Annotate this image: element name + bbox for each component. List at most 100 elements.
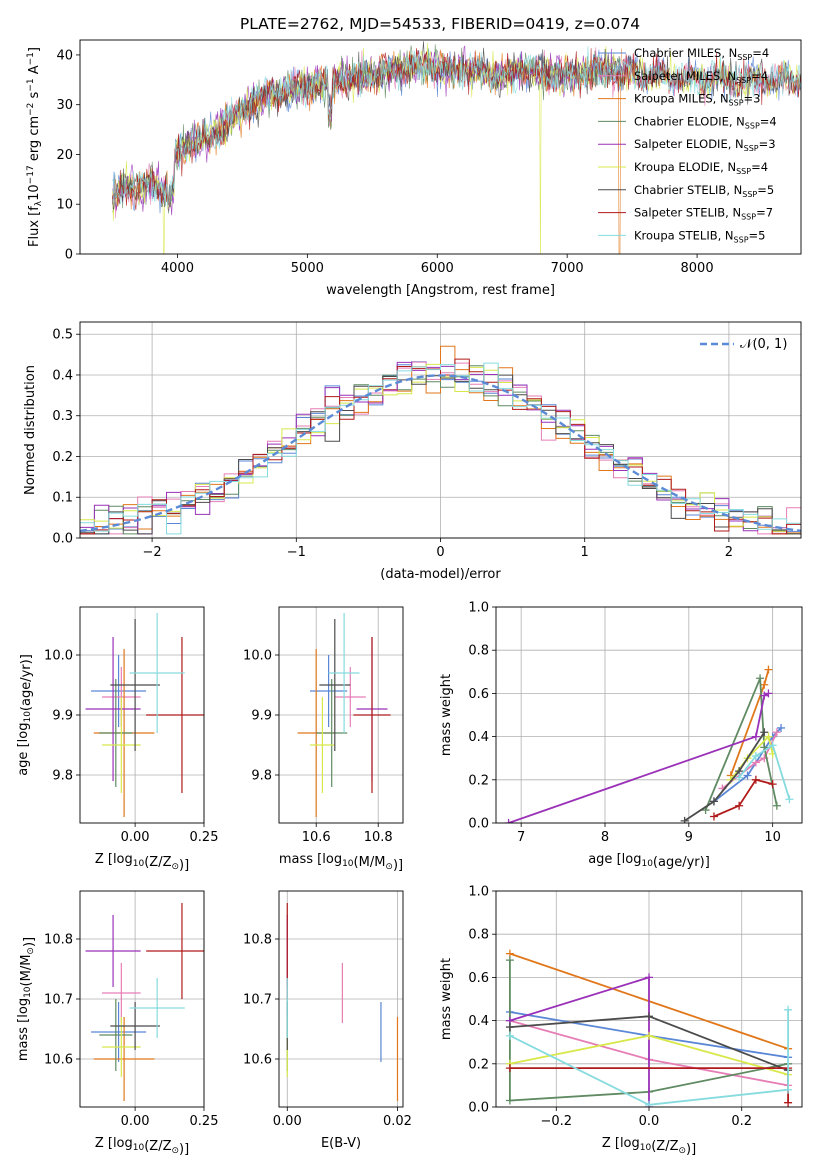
x-tick-label: 2: [725, 545, 733, 560]
axes-frame: [79, 39, 802, 255]
weight-marker: [505, 1023, 514, 1032]
x-tick-label: −2: [143, 545, 162, 560]
weight-marker: [760, 691, 769, 700]
errorbar-chabrier-elodie: [99, 679, 133, 787]
errorbar-chabrier-stelib: [110, 619, 160, 751]
plot-area: [505, 949, 793, 1107]
x-tick-label: −1: [287, 545, 306, 560]
legend: Chabrier MILES, NSSP=4 Salpeter MILES, NS…: [598, 46, 777, 244]
y-tick-label: 0.5: [52, 328, 73, 343]
y-tick-label: 0.1: [52, 491, 73, 506]
weight-line-kroupa-stelib: [738, 743, 791, 800]
weight-marker: [751, 752, 760, 761]
plot-area: [80, 345, 801, 535]
spectrum-line-chabrier-stelib: [112, 41, 801, 211]
panel-weight-vs-age: 7 8 9 10 0.0 0.2 0.4 0.6 0.8 1.0 age [log10(age/yr…: [439, 601, 803, 870]
weight-marker: [785, 795, 794, 804]
errorbar-salpeter-stelib: [146, 637, 204, 793]
y-tick-label: 0.6: [468, 971, 489, 986]
spectrum-line-salpeter-stelib: [112, 48, 801, 210]
errorbar-chabrier-miles: [91, 655, 147, 727]
errorbar-salpeter-elodie: [85, 637, 141, 781]
errorbar-chabrier-stelib: [319, 619, 351, 751]
x-axis-label: Z [log10(Z/Z⊙)]: [602, 1136, 696, 1157]
legend-entry: Salpeter MILES, NSSP=4: [634, 69, 768, 85]
x-tick-label: 0.00: [273, 1114, 302, 1129]
y-tick-label: 0.6: [468, 687, 489, 702]
panel-weight-vs-Z: −0.2 0.0 0.2 0.0 0.2 0.4 0.6 0.8 1.0 Z [log10(Z/Z…: [439, 885, 803, 1157]
weight-marker: [505, 1031, 514, 1040]
errorbar-kroupa-elodie: [102, 1017, 141, 1077]
errorbar-salpeter-elodie: [85, 915, 141, 987]
weight-marker: [505, 1096, 514, 1105]
weight-line-salpeter-elodie: [509, 976, 650, 1107]
weight-marker: [743, 771, 752, 780]
legend: 𝒩(0, 1): [700, 337, 787, 352]
y-tick-label: 0.4: [468, 1014, 489, 1029]
y-tick-label: 1.0: [468, 601, 489, 616]
weight-line-chabrier-stelib: [684, 731, 766, 822]
x-tick-label: 10: [764, 830, 781, 845]
legend-entry: 𝒩(0, 1): [740, 337, 787, 352]
plot-area: [85, 613, 204, 817]
histogram-chabrier-elodie: [80, 365, 801, 535]
x-tick-label: 5000: [291, 261, 324, 276]
y-tick-label: 10.0: [243, 649, 272, 664]
x-axis-label: age [log10(age/yr)]: [588, 852, 710, 870]
y-tick-label: 0.8: [468, 928, 489, 943]
y-tick-label: 10.6: [243, 1053, 272, 1068]
legend-entry: Salpeter STELIB, NSSP=7: [634, 206, 773, 222]
histogram-salpeter-stelib: [80, 358, 801, 535]
y-tick-label: 20: [56, 148, 73, 163]
legend-entry: Kroupa MILES, NSSP=3: [634, 92, 760, 108]
legend-entry: Chabrier STELIB, NSSP=5: [634, 183, 774, 199]
y-tick-label: 10.6: [44, 1053, 73, 1068]
weight-marker: [772, 801, 781, 810]
weight-marker: [735, 773, 744, 782]
y-tick-label: 10.0: [44, 649, 73, 664]
weight-marker: [756, 674, 765, 683]
plot-area: [504, 665, 794, 823]
spectrum-line-kroupa-stelib: [112, 46, 801, 207]
weight-marker: [764, 665, 773, 674]
y-tick-label: 10.8: [243, 933, 272, 948]
y-tick-label: 0.4: [52, 368, 73, 383]
weight-marker: [505, 956, 514, 965]
x-axis-label: Z [log10(Z/Z⊙)]: [95, 1136, 189, 1157]
y-tick-label: 10.7: [243, 993, 272, 1008]
x-tick-label: 7000: [551, 261, 584, 276]
panel-residuals: 𝒩(0, 1) −2 −1 0 1 2 0.0 0.1 0.2 0.3 0.4 0.5 (data-mo…: [23, 321, 802, 582]
errorbar-chabrier-stelib: [110, 1002, 160, 1050]
x-tick-label: 6000: [421, 261, 454, 276]
x-tick-label: 0.25: [190, 1114, 219, 1129]
y-tick-label: 40: [56, 48, 73, 63]
errorbar-chabrier-elodie: [99, 999, 133, 1071]
histogram-chabrier-stelib: [80, 374, 801, 535]
y-axis-label: Normed distribution: [23, 365, 38, 495]
weight-marker: [764, 732, 773, 741]
x-tick-label: 9: [685, 830, 693, 845]
errorbar-kroupa-stelib: [129, 978, 185, 1038]
y-tick-label: 9.9: [251, 709, 272, 724]
x-tick-label: 1: [581, 545, 589, 560]
x-tick-label: 0.2: [731, 1114, 752, 1129]
errorbar-salpeter-miles: [334, 667, 366, 727]
errorbar-kroupa-elodie: [310, 697, 335, 793]
x-axis-label: (data-model)/error: [380, 567, 501, 582]
plot-area: [286, 903, 399, 1101]
x-tick-label: 0.25: [190, 830, 219, 845]
weight-marker: [735, 801, 744, 810]
y-tick-label: 0.0: [468, 1101, 489, 1116]
weight-marker: [645, 973, 653, 982]
weight-marker: [709, 797, 718, 806]
legend-entry: Kroupa ELODIE, NSSP=4: [634, 160, 768, 176]
weight-line-chabrier-elodie: [704, 677, 778, 811]
y-tick-label: 10.8: [44, 933, 73, 948]
weight-marker: [768, 780, 777, 789]
panel-mass-vs-Z: 0.00 0.25 10.6 10.7 10.8 Z [log10(Z/Z⊙)] mass …: [16, 890, 219, 1157]
y-tick-label: 30: [56, 98, 73, 113]
normal-curve: [80, 374, 801, 533]
y-tick-label: 0.0: [468, 817, 489, 832]
x-tick-label: 0.0: [639, 1114, 660, 1129]
weight-marker: [777, 723, 786, 732]
